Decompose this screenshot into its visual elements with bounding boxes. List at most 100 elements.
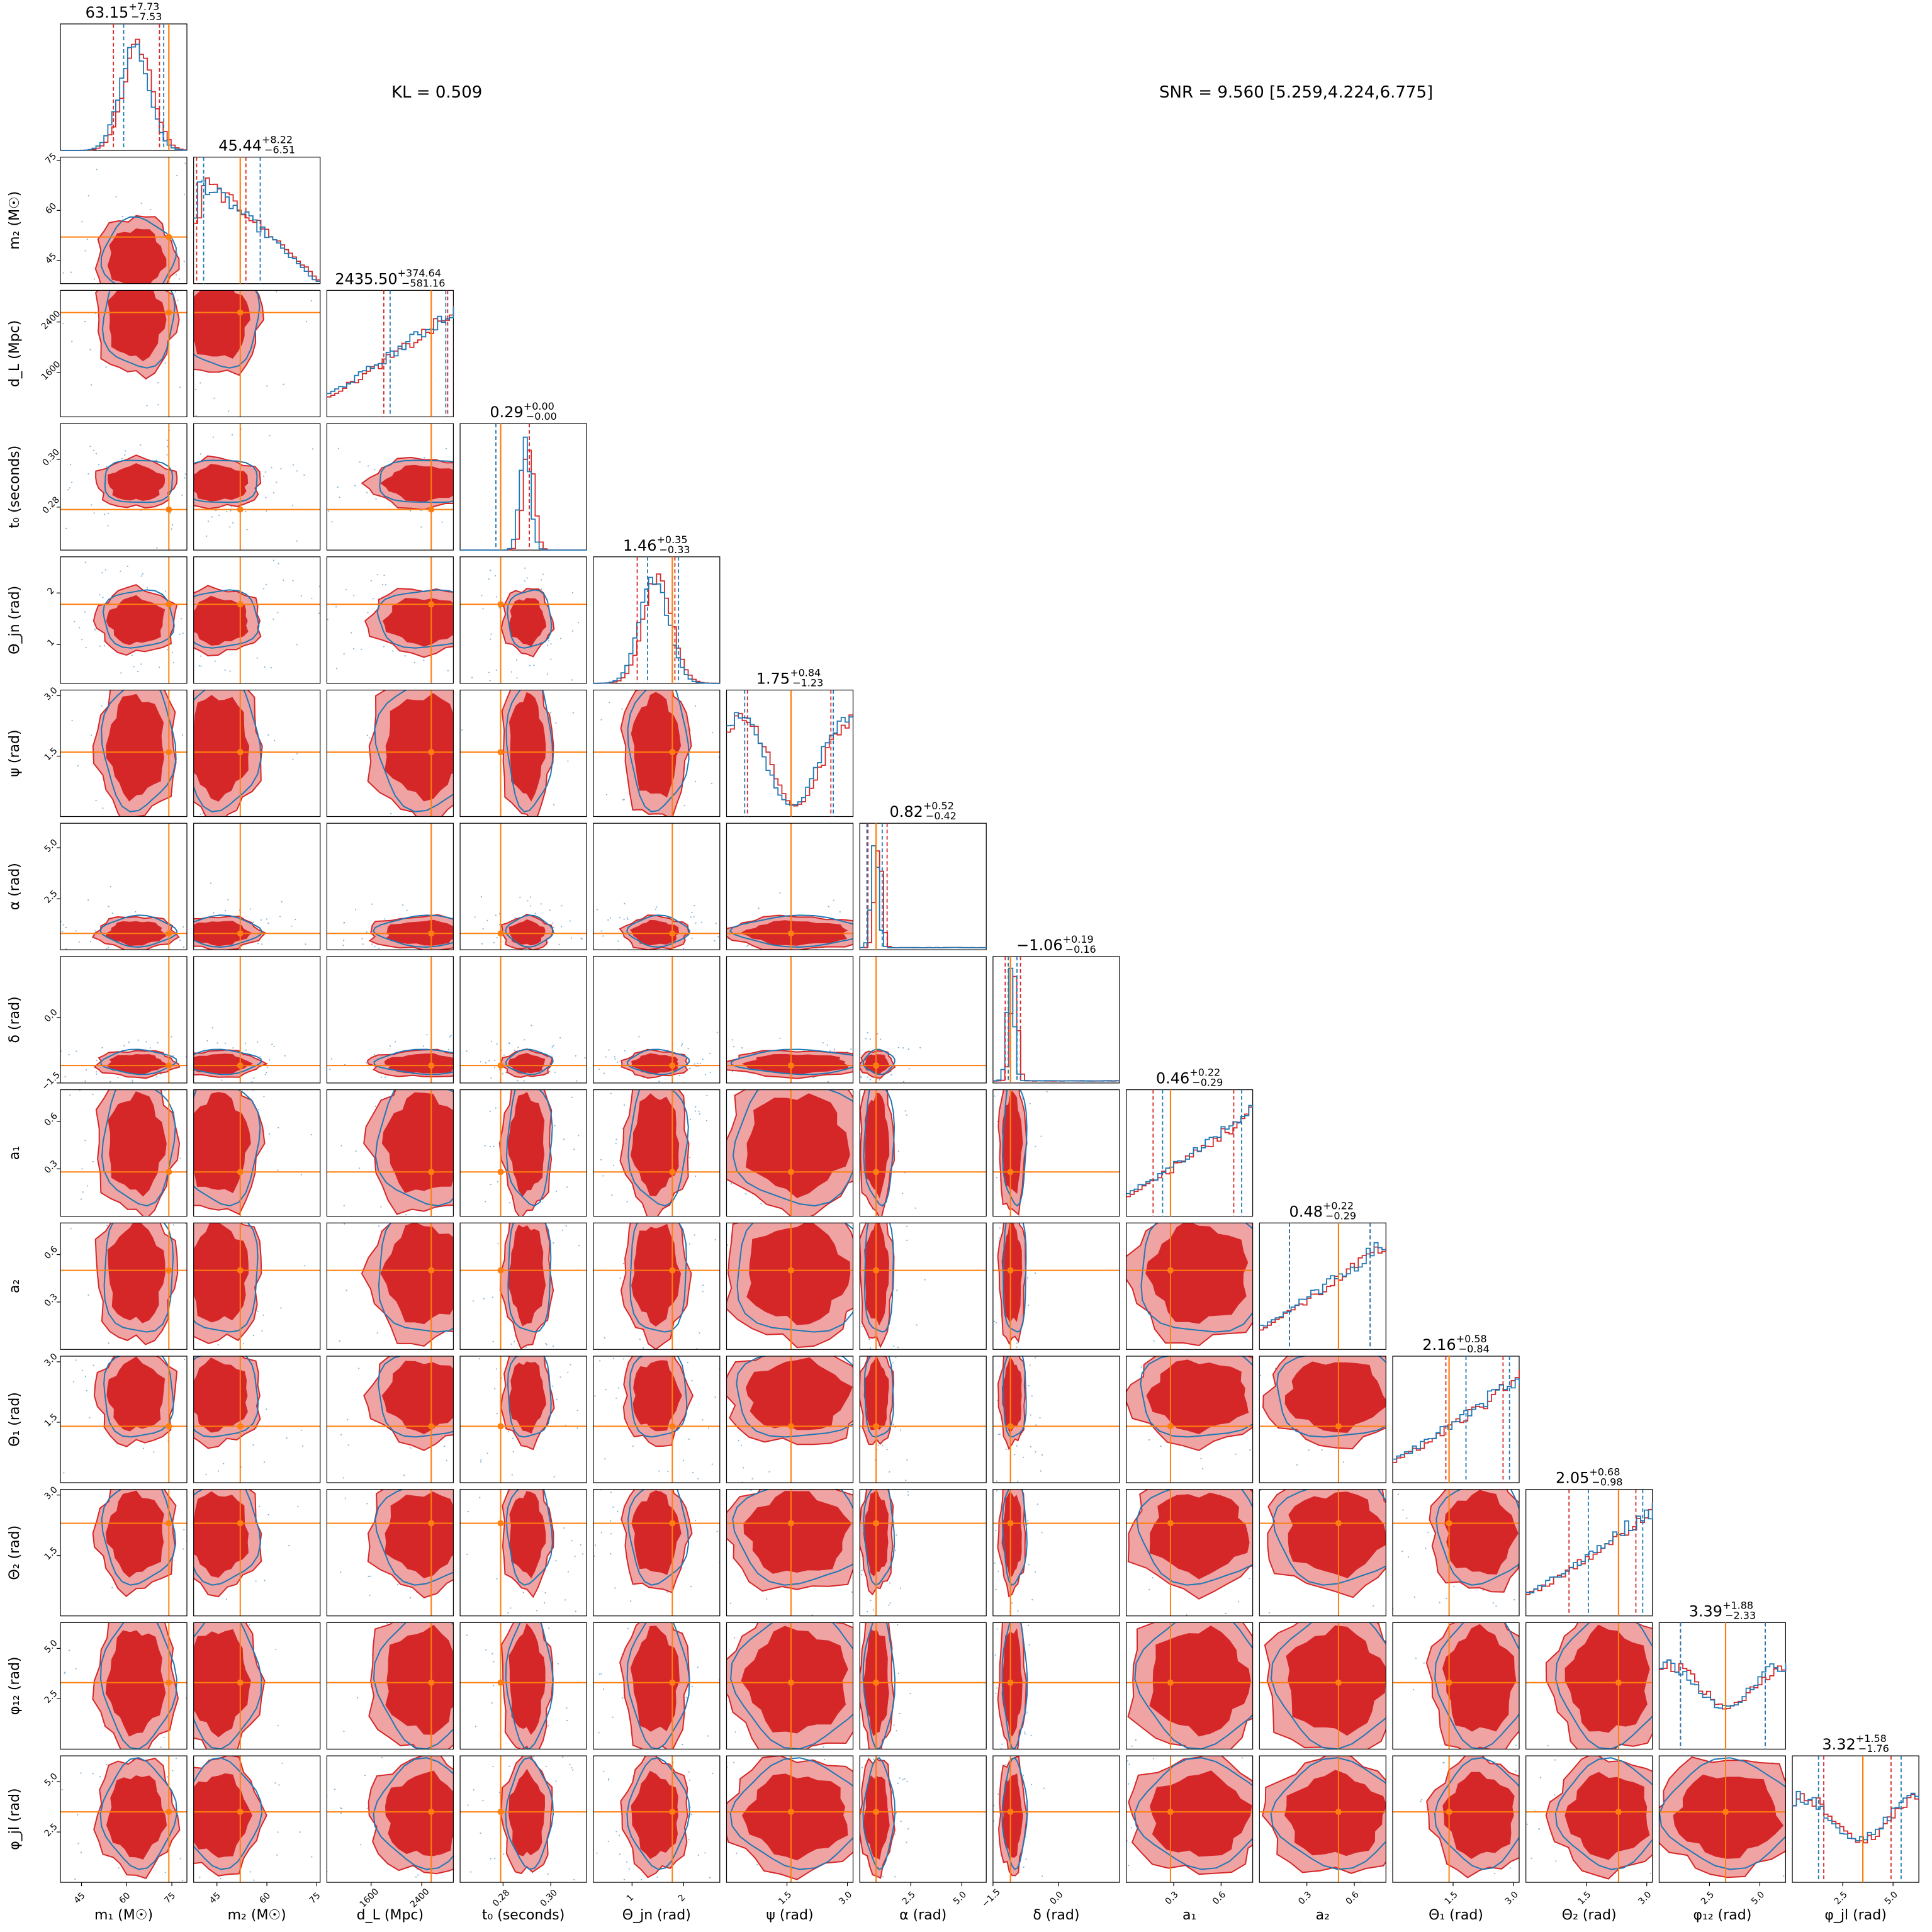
contour-inner — [743, 1490, 852, 1574]
contour-b — [1435, 1489, 1519, 1586]
sample-point — [339, 1340, 340, 1342]
sample-point — [329, 1069, 331, 1070]
sample-point — [64, 1671, 66, 1673]
sample-point — [861, 1570, 863, 1571]
contour-b — [863, 1223, 894, 1333]
contour-b — [1136, 1489, 1253, 1586]
contour-b — [99, 914, 178, 948]
sample-point — [343, 1731, 345, 1733]
sample-point — [390, 812, 392, 814]
sample-point — [101, 1047, 103, 1048]
sample-point — [357, 1697, 359, 1699]
sample-point — [617, 1510, 619, 1512]
sample-point — [610, 1092, 612, 1094]
sample-point — [731, 1039, 733, 1041]
sample-point — [524, 580, 525, 582]
sample-point — [623, 1104, 626, 1106]
sample-point — [93, 512, 95, 514]
sample-point — [183, 1529, 185, 1530]
truth-marker — [497, 930, 504, 937]
sample-point — [553, 1045, 554, 1047]
sample-point — [1011, 1602, 1013, 1604]
panel-frame — [193, 289, 321, 417]
sample-point — [120, 570, 121, 572]
panel-frame — [992, 956, 1120, 1084]
panel-content — [460, 1223, 587, 1350]
sample-point — [716, 1530, 718, 1532]
sample-point — [266, 510, 267, 512]
panel-content — [593, 690, 720, 817]
sample-point — [700, 1062, 702, 1064]
panel-theta_jn-vs-theta2 — [593, 1489, 721, 1617]
sample-point — [84, 320, 86, 322]
contour-inner — [385, 693, 454, 802]
sample-point — [345, 588, 347, 590]
contour-inner — [381, 1361, 454, 1434]
sample-point — [689, 1067, 691, 1069]
sample-point — [548, 1627, 550, 1629]
sample-point — [546, 673, 548, 675]
sample-point — [630, 1600, 632, 1602]
sample-point — [615, 1142, 617, 1145]
contour-inner — [381, 1092, 454, 1193]
sample-point — [1005, 1449, 1007, 1451]
sample-point — [107, 512, 110, 514]
panel-m2-vs-dL — [193, 289, 321, 417]
panel-m2-vs-alpha — [193, 823, 321, 950]
sample-point — [266, 1067, 268, 1069]
sample-point — [86, 239, 88, 240]
sample-point — [98, 464, 100, 466]
sample-point — [210, 882, 212, 884]
sample-point — [1028, 1564, 1030, 1566]
sample-point — [110, 1081, 111, 1082]
sample-point — [889, 1582, 891, 1584]
sample-point — [1140, 1366, 1142, 1368]
sample-point — [897, 1047, 900, 1048]
sample-point — [623, 799, 625, 800]
sample-point — [850, 1048, 852, 1050]
contour-inner — [631, 1223, 682, 1327]
panel-theta_jn-vs-phi12 — [593, 1622, 721, 1749]
sample-point — [1016, 1342, 1018, 1344]
sample-point — [1235, 1453, 1237, 1455]
truth-marker — [166, 506, 172, 513]
panel-a1-vs-theta2 — [1125, 1489, 1254, 1617]
sample-point — [231, 434, 233, 436]
sample-point — [62, 323, 64, 325]
sample-point — [531, 1025, 532, 1026]
truth-marker — [428, 1423, 435, 1430]
sample-point — [548, 1725, 549, 1727]
sample-point — [410, 1447, 412, 1449]
sample-point — [272, 491, 274, 494]
contour-inner — [509, 1491, 546, 1579]
panel-t0-vs-a2 — [459, 1222, 587, 1350]
sample-point — [1238, 1601, 1240, 1603]
sample-point — [541, 588, 542, 590]
sample-point — [104, 514, 106, 515]
sample-point — [507, 1430, 510, 1433]
sample-point — [541, 579, 542, 581]
sample-point — [368, 737, 371, 739]
panel-frame — [60, 1489, 188, 1617]
sample-point — [153, 1451, 155, 1453]
sample-point — [643, 1347, 644, 1349]
histogram-b-m2 — [193, 180, 321, 283]
sample-point — [132, 1081, 133, 1083]
panel-content — [60, 424, 187, 551]
panel-content — [460, 1356, 587, 1483]
sample-point — [406, 909, 408, 911]
sample-point — [559, 1376, 561, 1378]
sample-point — [135, 911, 137, 913]
sample-point — [340, 1571, 342, 1573]
panel-frame — [859, 823, 987, 950]
sample-point — [1427, 1531, 1429, 1534]
contour-inner — [631, 692, 682, 798]
panel-alpha-vs-a2 — [859, 1222, 987, 1350]
sample-point — [619, 1277, 621, 1279]
sample-point — [446, 1459, 447, 1461]
sample-point — [150, 208, 152, 211]
sample-point — [996, 1480, 998, 1482]
panel-psi-vs-alpha — [726, 823, 854, 950]
sample-point — [702, 1419, 704, 1421]
sample-point — [607, 919, 609, 921]
